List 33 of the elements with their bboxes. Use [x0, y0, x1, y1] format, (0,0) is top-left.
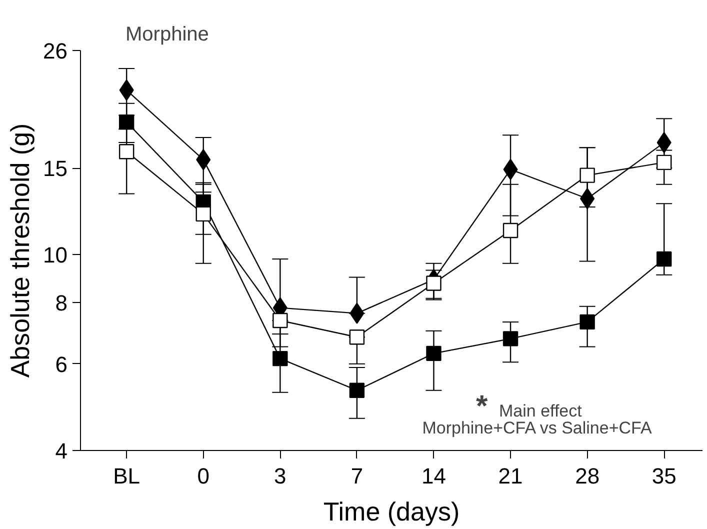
- point: [426, 276, 442, 291]
- y-tick-label: 6: [55, 352, 68, 377]
- x-tick-label: 21: [498, 464, 523, 488]
- y-tick-label: 4: [55, 438, 68, 464]
- point: [349, 382, 365, 398]
- x-tick-label: 28: [575, 464, 600, 488]
- point: [502, 331, 518, 346]
- point: [426, 346, 442, 362]
- x-tick-label: 14: [422, 464, 446, 488]
- x-axis-title: Time (days): [323, 496, 460, 526]
- annotation: Main effect: [499, 402, 582, 421]
- y-tick-label: 15: [43, 156, 68, 182]
- x-tick-label: 7: [350, 464, 364, 488]
- point: [580, 314, 595, 330]
- text: Morphine: [126, 24, 209, 46]
- y-tick-label: 26: [43, 38, 68, 64]
- point: [118, 144, 134, 160]
- point: [118, 114, 134, 130]
- y-axis-title: Absolute threshold (g): [5, 123, 36, 378]
- x-tick-label: BL: [113, 464, 140, 488]
- y-tick-label: 8: [55, 290, 68, 316]
- point: [272, 312, 288, 328]
- point: [656, 251, 672, 267]
- point: [502, 222, 518, 238]
- x-tick-label: 35: [652, 464, 676, 488]
- x-tick-label: 0: [197, 464, 210, 488]
- point: [580, 168, 595, 183]
- y-tick-label: 10: [43, 242, 68, 268]
- point: [349, 330, 365, 345]
- point: [196, 206, 211, 222]
- point: [272, 350, 288, 366]
- point: [656, 154, 672, 170]
- x-tick-label: 3: [274, 464, 286, 488]
